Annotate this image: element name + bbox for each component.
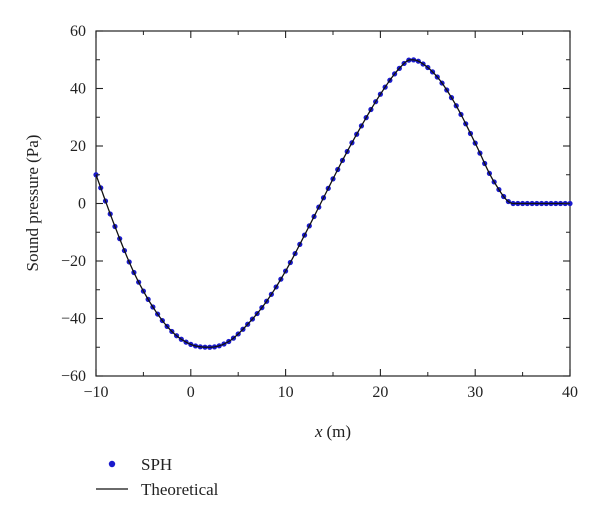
y-tick-label: 40 xyxy=(70,81,86,98)
theoretical-line xyxy=(95,59,570,348)
x-tick-label: 10 xyxy=(278,384,294,401)
y-tick-label: −40 xyxy=(61,311,86,328)
x-axis-unit: (m) xyxy=(327,422,352,441)
y-tick-label: 60 xyxy=(70,23,86,40)
y-axis-title: Sound pressure (Pa) xyxy=(23,135,42,272)
legend: SPH Theoretical xyxy=(96,455,219,499)
x-tick-label: 30 xyxy=(467,384,483,401)
legend-sph-marker xyxy=(108,460,116,468)
x-tick-label: 20 xyxy=(372,384,388,401)
sph-markers xyxy=(93,57,573,350)
y-tick-label: 0 xyxy=(78,196,86,213)
y-tick-label: −20 xyxy=(61,253,86,270)
x-axis-title: x (m) xyxy=(314,422,351,441)
x-tick-label: −10 xyxy=(83,384,108,401)
legend-sph-label: SPH xyxy=(141,455,172,474)
y-tick-label: −60 xyxy=(61,368,86,385)
axes: −10 0 10 20 30 40 60 40 20 0 −20 −40 −60 xyxy=(61,23,578,401)
legend-theoretical-label: Theoretical xyxy=(141,480,219,499)
y-tick-label: 20 xyxy=(70,138,86,155)
x-tick-label: 40 xyxy=(562,384,578,401)
x-tick-label: 0 xyxy=(187,384,195,401)
x-axis-variable: x xyxy=(314,422,323,441)
